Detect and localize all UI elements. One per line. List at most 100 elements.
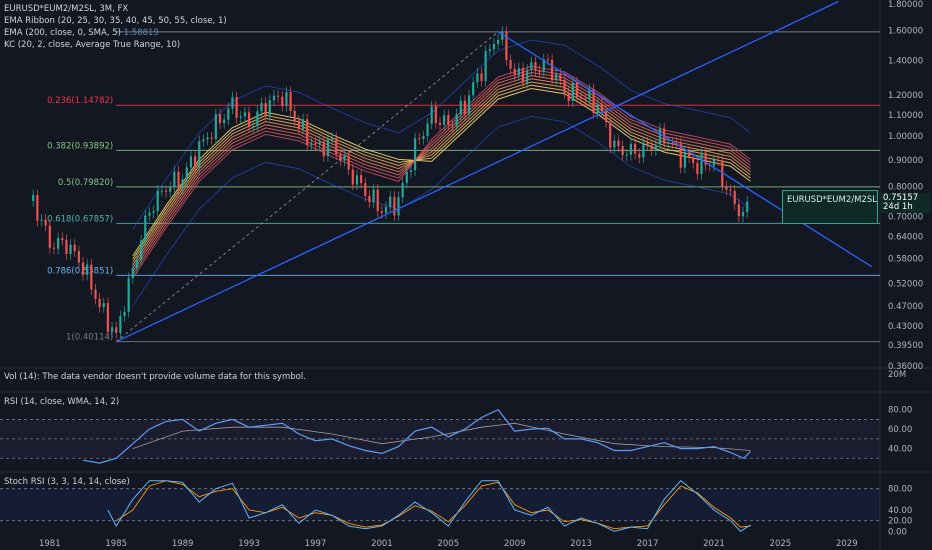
candles-group	[32, 26, 749, 339]
legend-ema-ribbon[interactable]: EMA Ribbon (20, 25, 30, 35, 40, 45, 50, …	[4, 16, 227, 26]
fib-level-label: 0.618(0.67857)	[47, 214, 113, 224]
candle-body	[559, 73, 562, 80]
price-axis-tick: 1.60000	[888, 26, 923, 36]
candle-body	[94, 289, 97, 299]
price-axis-tick: 0.47000	[888, 302, 923, 312]
candle-body	[314, 143, 317, 145]
ema-ribbon-line	[132, 87, 751, 257]
candle-body	[613, 140, 616, 148]
price-axis-tick: 0.70000	[888, 212, 923, 222]
candle-body	[256, 111, 259, 127]
candle-body	[351, 169, 354, 185]
candle-body	[521, 68, 525, 83]
candle-body	[729, 189, 732, 191]
candle-body	[202, 139, 205, 142]
candle-body	[264, 103, 267, 115]
candle-body	[368, 195, 371, 203]
candle-body	[355, 175, 359, 185]
candle-body	[472, 82, 475, 96]
candle-body	[252, 126, 255, 128]
price-axis-tick: 1.00000	[888, 132, 923, 142]
candle-body	[293, 110, 296, 121]
candle-body	[629, 143, 633, 155]
keltner-lower-band	[132, 115, 751, 307]
candle-body	[135, 259, 139, 269]
candle-body	[239, 116, 242, 118]
stoch-axis-tick: 80.00	[888, 485, 912, 495]
candle-body	[633, 143, 637, 154]
candle-body	[642, 142, 645, 158]
rsi-axis-tick: 40.00	[888, 445, 912, 455]
candle-body	[588, 89, 591, 100]
fib-level-label: 0.236(1.14782)	[47, 96, 113, 106]
ema-ribbon-line	[132, 84, 751, 260]
ema-ribbon-line	[132, 68, 751, 275]
candle-body	[152, 211, 155, 213]
candle-body	[289, 92, 292, 111]
stoch-panel-label[interactable]: Stoch RSI (3, 3, 14, 14, close)	[4, 477, 130, 487]
last-price-value: 0.75157	[883, 193, 919, 203]
fib-level-label: 0.5(0.79820)	[58, 178, 113, 188]
candle-body	[513, 68, 516, 76]
candle-body	[218, 114, 222, 124]
candle-body	[69, 244, 72, 255]
stoch-panel-text: Stoch RSI (3, 3, 14, 14, close)	[4, 477, 130, 487]
candle-body	[604, 111, 608, 122]
candle-body	[422, 136, 425, 140]
candle-body	[667, 142, 670, 144]
candle-body	[169, 186, 172, 192]
candle-body	[127, 278, 130, 312]
bar-countdown: 24d 1h	[883, 202, 913, 212]
candle-body	[430, 106, 433, 124]
legend-symbol-text: EURUSD*EUM2/M2SL, 3M, FX	[4, 4, 129, 14]
fib-level-label: 0.786(0.53851)	[47, 266, 113, 276]
candle-body	[40, 219, 43, 221]
legend-symbol[interactable]: EURUSD*EUM2/M2SL, 3M, FX	[4, 4, 128, 14]
candle-body	[235, 97, 238, 118]
ema-ribbon-line	[132, 78, 751, 266]
candle-body	[156, 190, 159, 212]
time-axis-tick: 2029	[836, 539, 858, 549]
candle-body	[181, 179, 184, 189]
candle-body	[277, 95, 280, 97]
candle-body	[654, 144, 657, 151]
candle-body	[592, 89, 595, 114]
candle-body	[173, 171, 176, 187]
candle-body	[700, 152, 703, 175]
candle-body	[658, 128, 662, 145]
candle-body	[737, 204, 740, 217]
candle-body	[110, 327, 114, 332]
candle-body	[683, 151, 687, 168]
candle-body	[617, 140, 620, 147]
rsi-panel-label[interactable]: RSI (14, close, WMA, 14, 2)	[4, 397, 119, 407]
candle-body	[575, 82, 579, 98]
price-axis-tick: 0.80000	[888, 182, 923, 192]
candle-body	[443, 115, 446, 125]
candle-body	[459, 100, 462, 115]
candle-body	[223, 119, 226, 124]
candle-body	[227, 108, 230, 120]
candle-body	[36, 195, 39, 221]
stoch-k-line	[107, 480, 751, 532]
candle-body	[538, 70, 541, 73]
ema-ribbon-line	[132, 65, 751, 279]
candle-body	[546, 59, 550, 61]
legend-kc[interactable]: KC (20, 2, close, Average True Range, 10…	[4, 40, 180, 50]
legend-ema[interactable]: EMA (200, close, 0, SMA, 5) 1.58819	[4, 28, 159, 38]
trendline-0	[115, 0, 839, 343]
candle-body	[115, 327, 118, 333]
candle-body	[231, 97, 234, 109]
symbol-price-tag: EURUSD*EUM2/M2SL	[782, 190, 878, 224]
candle-body	[310, 143, 313, 145]
volume-panel-label[interactable]: Vol (14): The data vendor doesn't provid…	[4, 372, 306, 382]
candle-body	[484, 51, 487, 81]
candle-body	[90, 264, 93, 290]
candle-body	[164, 190, 168, 192]
candle-body	[389, 196, 392, 207]
candle-body	[339, 154, 342, 161]
candle-body	[509, 60, 512, 69]
price-axis-tick: 1.10000	[888, 111, 923, 121]
price-tag-symbol: EURUSD*EUM2/M2SL	[787, 195, 877, 205]
